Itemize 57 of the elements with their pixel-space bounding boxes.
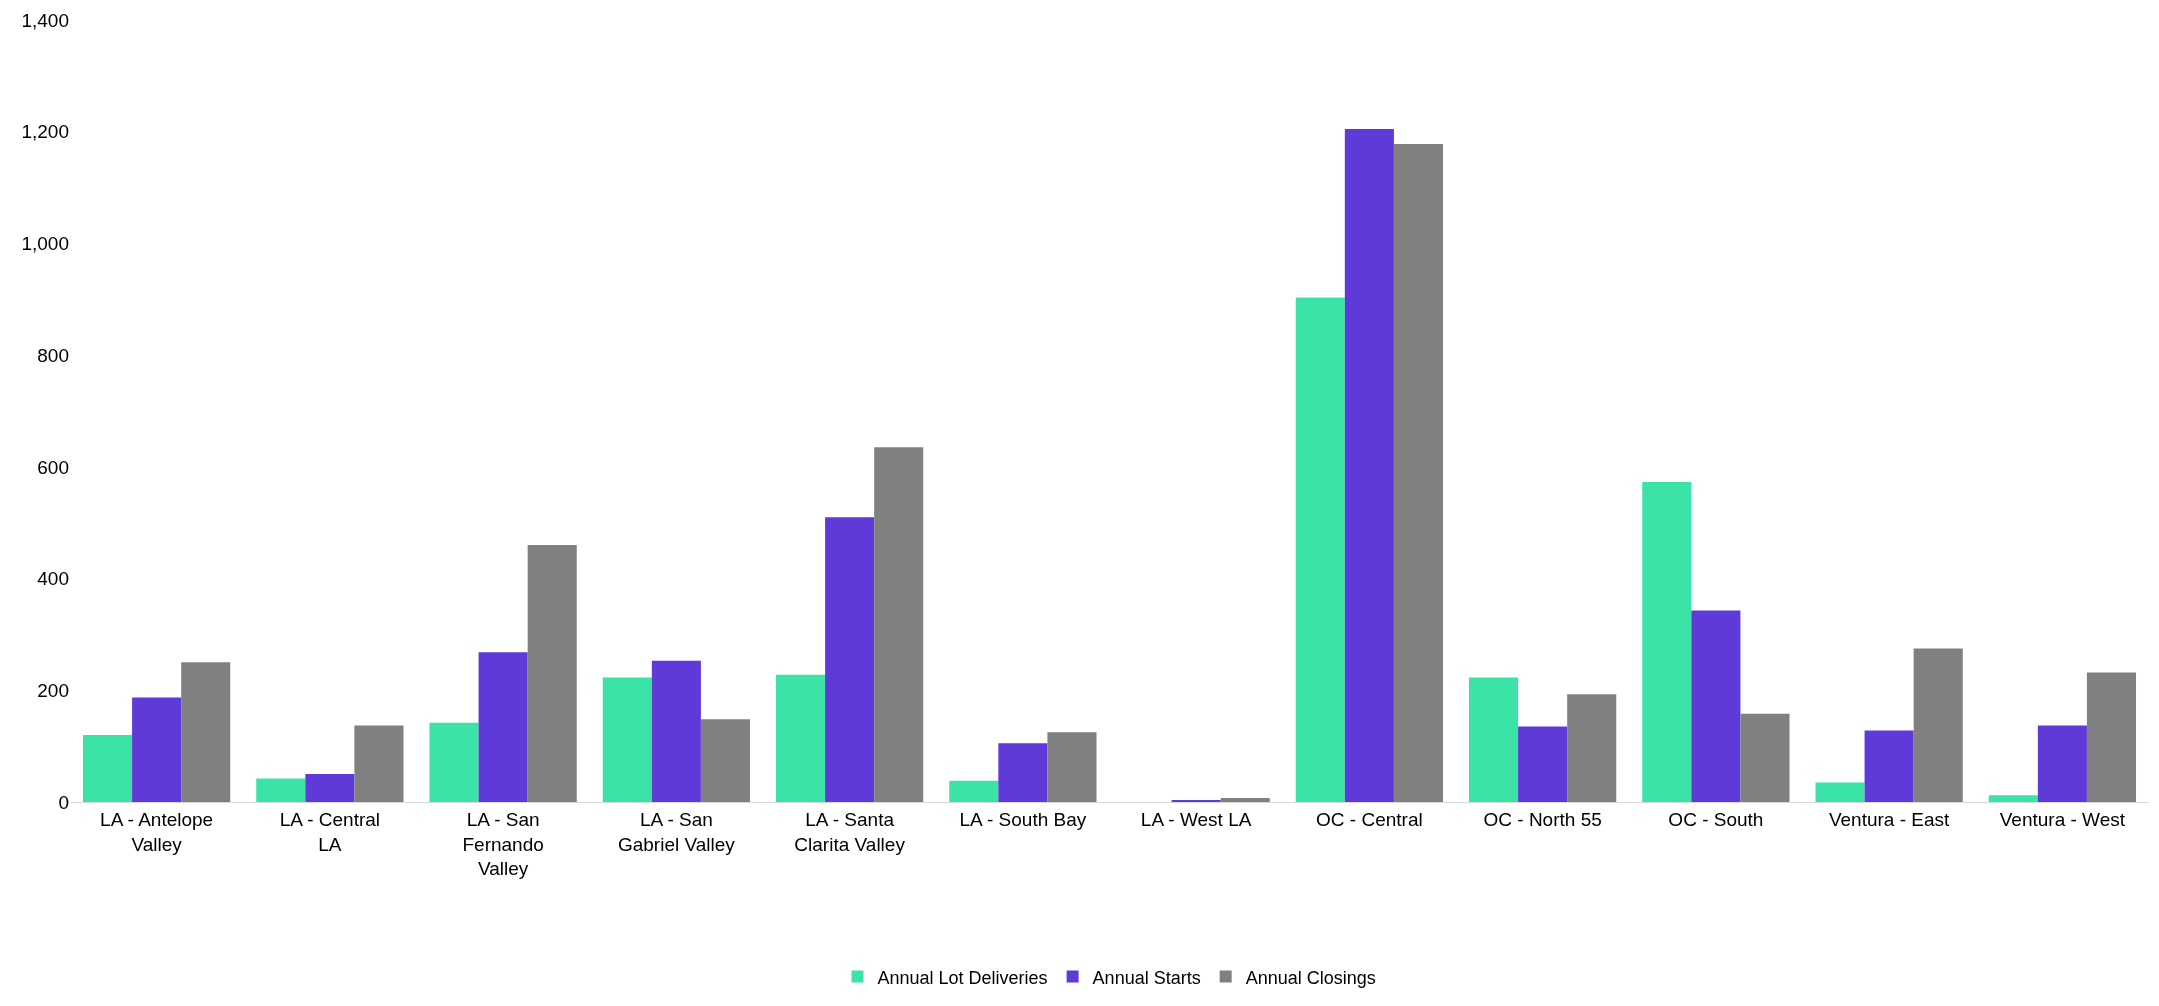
bar (1518, 726, 1568, 802)
bar (775, 674, 826, 802)
bar (949, 780, 999, 802)
bar (651, 660, 701, 802)
y-tick-label: 600 (37, 456, 69, 478)
bar (1988, 795, 2038, 802)
bar (1740, 713, 1790, 802)
x-tick-label: LA - San Gabriel Valley (617, 808, 736, 855)
bar (602, 677, 652, 802)
bar (1393, 144, 1444, 802)
bar (132, 697, 182, 802)
bar (82, 734, 133, 802)
bar (700, 719, 751, 802)
x-tick-label: Ventura - West (1999, 808, 2126, 830)
bar (478, 652, 528, 802)
y-tick-label: 1,400 (21, 9, 69, 31)
bar (256, 778, 306, 802)
bar (2086, 672, 2137, 802)
y-tick-label: 800 (37, 344, 69, 366)
bar (1344, 128, 1394, 802)
x-tick-label: OC - South (1668, 808, 1764, 830)
bar (1691, 610, 1741, 802)
bar (1864, 730, 1914, 802)
bar (1913, 648, 1963, 802)
x-tick-label: LA - Santa Clarita Valley (794, 808, 906, 855)
y-tick-label: 1,000 (21, 233, 69, 255)
legend-label: Annual Lot Deliveries (877, 967, 1048, 988)
bar (998, 743, 1048, 802)
bar (429, 722, 479, 802)
bar (1815, 782, 1865, 802)
bar (2037, 725, 2087, 802)
legend-label: Annual Starts (1092, 967, 1201, 988)
bar (354, 725, 404, 802)
x-tick-label: LA - Central LA (279, 808, 381, 855)
bar (1047, 732, 1097, 802)
bar (1642, 481, 1692, 802)
y-tick-label: 0 (58, 791, 69, 813)
bar (825, 517, 875, 802)
bar (305, 774, 355, 802)
y-tick-label: 1,200 (21, 121, 69, 143)
x-tick-label: LA - San Fernando Valley (462, 808, 544, 880)
bar (181, 662, 231, 802)
y-tick-label: 200 (37, 679, 69, 701)
bar (1220, 798, 1270, 802)
x-tick-label: LA - South Bay (959, 808, 1087, 830)
y-tick-label: 400 (37, 568, 69, 590)
bar (1567, 694, 1617, 802)
bar (527, 545, 577, 802)
bar (874, 447, 924, 802)
x-tick-label: LA - West LA (1140, 808, 1252, 830)
x-tick-label: OC - North 55 (1483, 808, 1602, 830)
x-tick-label: LA - Antelope Valley (100, 808, 214, 855)
legend-label: Annual Closings (1245, 967, 1376, 988)
bar (1295, 297, 1345, 802)
bar (1468, 677, 1519, 802)
x-tick-label: OC - Central (1316, 808, 1423, 830)
x-tick-label: Ventura - East (1828, 808, 1951, 830)
